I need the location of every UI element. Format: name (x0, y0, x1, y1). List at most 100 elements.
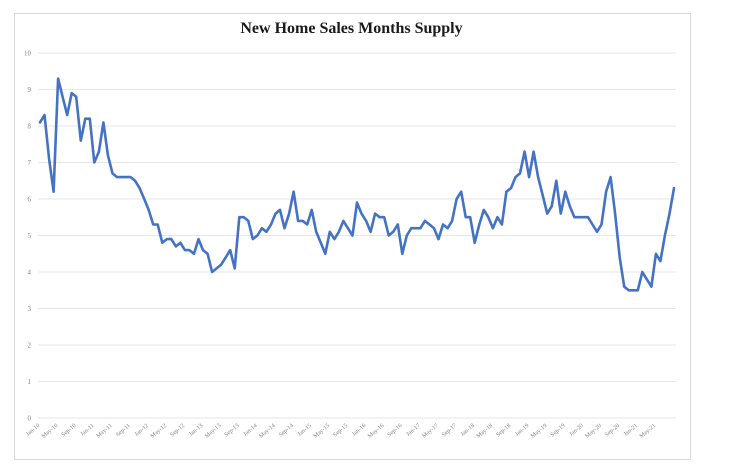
y-tick-label: 2 (28, 342, 32, 350)
data-point (569, 206, 570, 207)
x-tick-label: May-13 (204, 423, 222, 440)
x-tick-label: Sep-14 (278, 423, 295, 439)
x-tick-label: May-20 (584, 423, 602, 440)
data-point (302, 220, 303, 221)
data-point (538, 177, 539, 178)
data-point (452, 220, 453, 221)
data-point (560, 213, 561, 214)
y-tick-label: 8 (28, 123, 32, 131)
data-point (157, 224, 158, 225)
data-point (311, 209, 312, 210)
data-point (288, 213, 289, 214)
data-point (642, 271, 643, 272)
data-point (565, 191, 566, 192)
y-tick-label: 7 (28, 159, 32, 167)
x-tick-label: Sep-17 (441, 423, 458, 439)
x-tick-label: May-21 (639, 423, 657, 440)
x-tick-label: Sep-12 (169, 423, 186, 439)
data-point (293, 191, 294, 192)
data-point (479, 224, 480, 225)
series-line (38, 77, 676, 292)
data-point (465, 217, 466, 218)
data-point (71, 93, 72, 94)
data-point (325, 253, 326, 254)
data-point (547, 213, 548, 214)
data-point (361, 213, 362, 214)
data-point (334, 239, 335, 240)
y-tick-label: 10 (24, 50, 32, 58)
data-point (470, 217, 471, 218)
x-tick-label: Jan-18 (460, 423, 476, 438)
x-tick-label: May-19 (530, 423, 548, 440)
data-point (230, 250, 231, 251)
data-point (506, 191, 507, 192)
x-tick-label: Sep-13 (224, 423, 241, 439)
data-point (574, 217, 575, 218)
data-point (148, 209, 149, 210)
data-point (343, 220, 344, 221)
y-tick-label: 9 (28, 86, 32, 94)
data-point (85, 118, 86, 119)
data-point (135, 180, 136, 181)
data-point (615, 213, 616, 214)
data-point (420, 228, 421, 229)
data-point (488, 217, 489, 218)
x-tick-label: Jan-21 (623, 423, 639, 438)
data-point (198, 239, 199, 240)
data-point (461, 191, 462, 192)
x-tick-label: May-11 (95, 423, 113, 440)
data-point (388, 235, 389, 236)
data-point (583, 217, 584, 218)
x-tick-label: Sep-16 (387, 423, 404, 439)
data-point (551, 206, 552, 207)
data-point (673, 187, 674, 188)
data-point (39, 122, 40, 123)
data-point (533, 151, 534, 152)
data-point (252, 239, 253, 240)
data-point (89, 118, 90, 119)
data-point (121, 177, 122, 178)
data-point (578, 217, 579, 218)
data-point (329, 231, 330, 232)
x-tick-label: May-17 (421, 423, 439, 440)
data-point (510, 187, 511, 188)
data-point (338, 231, 339, 232)
x-tick-label: Sep-11 (115, 423, 132, 438)
data-point (139, 187, 140, 188)
data-point (415, 228, 416, 229)
data-point (216, 268, 217, 269)
data-point (221, 264, 222, 265)
x-tick-label: Sep-18 (495, 423, 512, 439)
data-point (601, 224, 602, 225)
data-point (80, 140, 81, 141)
data-point (257, 235, 258, 236)
data-point (556, 180, 557, 181)
data-point (103, 122, 104, 123)
data-point (62, 96, 63, 97)
data-point (628, 290, 629, 291)
data-point (501, 224, 502, 225)
x-tick-label: Sep-10 (61, 423, 78, 439)
data-point (320, 242, 321, 243)
data-point (474, 242, 475, 243)
data-point (307, 224, 308, 225)
data-point (515, 177, 516, 178)
data-point (207, 253, 208, 254)
data-point (356, 202, 357, 203)
x-tick-label: May-18 (476, 423, 494, 440)
data-point (660, 260, 661, 261)
x-tick-label: May-16 (367, 423, 385, 440)
data-point (592, 224, 593, 225)
data-point (352, 235, 353, 236)
data-point (624, 286, 625, 287)
data-point (275, 213, 276, 214)
data-point (519, 173, 520, 174)
data-point (171, 239, 172, 240)
data-point (184, 250, 185, 251)
data-point (542, 195, 543, 196)
data-point (248, 220, 249, 221)
data-point (379, 217, 380, 218)
y-tick-label: 1 (28, 378, 32, 386)
data-point (528, 177, 529, 178)
